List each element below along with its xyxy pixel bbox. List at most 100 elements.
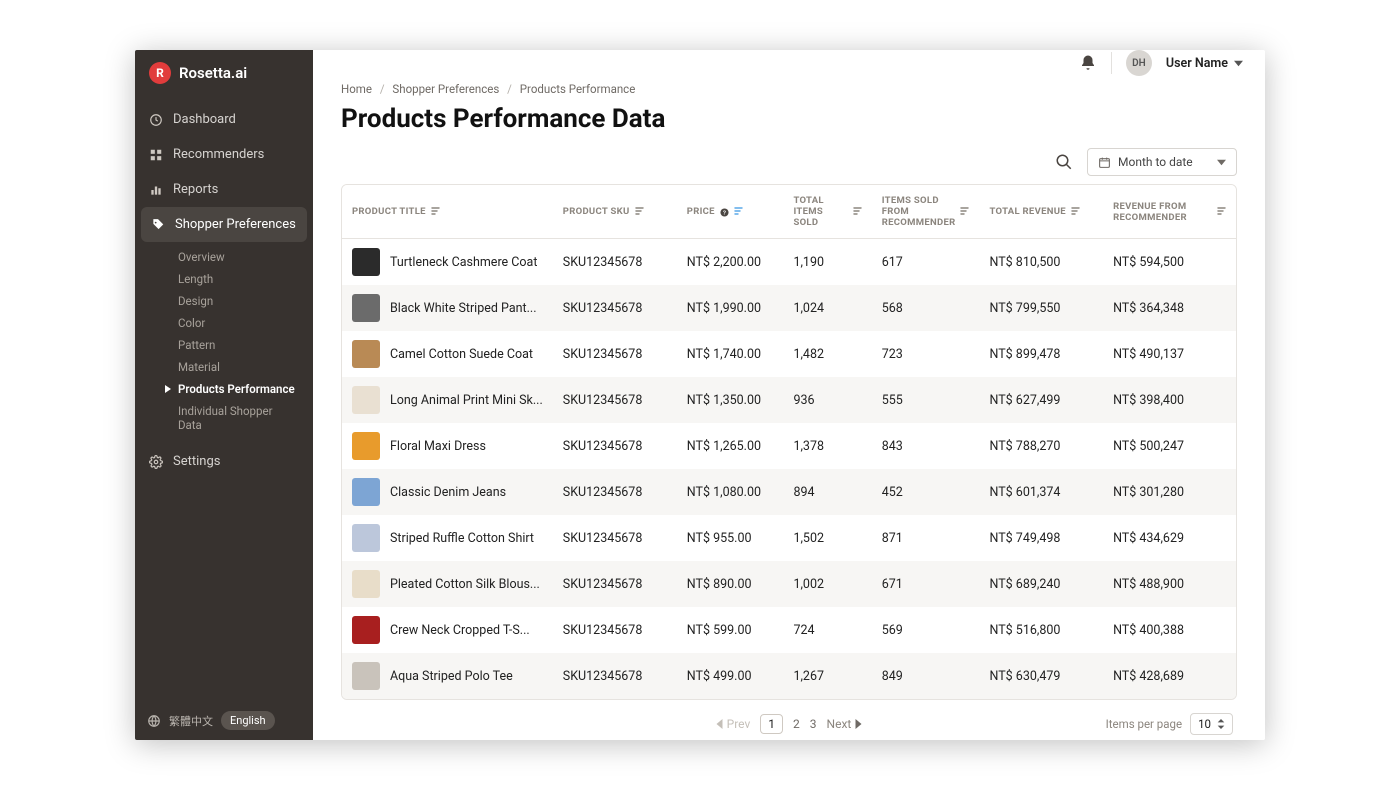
product-thumbnail	[352, 294, 380, 322]
column-header[interactable]: TOTAL ITEMS SOLD	[783, 185, 871, 239]
bell-icon[interactable]	[1079, 54, 1097, 72]
prev-button[interactable]: Prev	[716, 717, 751, 731]
table-row[interactable]: Crew Neck Cropped T-S...SKU12345678NT$ 5…	[342, 607, 1236, 653]
items-sold-recommender: 843	[872, 423, 980, 469]
brand[interactable]: R Rosetta.ai	[135, 50, 313, 96]
product-price: NT$ 1,740.00	[677, 331, 784, 377]
total-items-sold: 894	[783, 469, 871, 515]
product-price: NT$ 890.00	[677, 561, 784, 607]
items-per-page: Items per page 10	[1106, 713, 1233, 735]
crumb-sep: /	[507, 82, 512, 96]
product-title: Black White Striped Pant...	[390, 301, 537, 316]
table-row[interactable]: Classic Denim JeansSKU12345678NT$ 1,080.…	[342, 469, 1236, 515]
date-range-select[interactable]: Month to date	[1087, 148, 1237, 176]
table-row[interactable]: Camel Cotton Suede CoatSKU12345678NT$ 1,…	[342, 331, 1236, 377]
subnav-item-pattern[interactable]: Pattern	[135, 334, 313, 356]
nav-item-shopper-preferences[interactable]: Shopper Preferences	[141, 207, 307, 242]
brand-name: Rosetta.ai	[179, 64, 247, 82]
search-icon[interactable]	[1055, 153, 1073, 171]
column-header[interactable]: REVENUE FROM RECOMMENDER	[1103, 185, 1236, 239]
table-row[interactable]: Floral Maxi DressSKU12345678NT$ 1,265.00…	[342, 423, 1236, 469]
date-range-label: Month to date	[1118, 155, 1193, 169]
table-row[interactable]: Pleated Cotton Silk Blous...SKU12345678N…	[342, 561, 1236, 607]
product-price: NT$ 955.00	[677, 515, 784, 561]
total-items-sold: 1,002	[783, 561, 871, 607]
crumb-home[interactable]: Home	[341, 82, 372, 96]
total-revenue: NT$ 810,500	[979, 239, 1103, 286]
language-active[interactable]: English	[221, 711, 275, 730]
language-alt[interactable]: 繁體中文	[169, 713, 213, 729]
total-revenue: NT$ 630,479	[979, 653, 1103, 699]
avatar[interactable]: DH	[1126, 50, 1152, 76]
product-thumbnail	[352, 386, 380, 414]
subnav-label: Products Performance	[178, 382, 295, 396]
product-sku: SKU12345678	[553, 377, 677, 423]
product-title: Crew Neck Cropped T-S...	[390, 623, 530, 638]
sort-icon	[635, 207, 644, 216]
nav-item-reports[interactable]: Reports	[135, 172, 313, 207]
total-revenue: NT$ 749,498	[979, 515, 1103, 561]
help-icon: ?	[720, 207, 729, 216]
crumb-shopper-preferences[interactable]: Shopper Preferences	[392, 82, 499, 96]
table-row[interactable]: Aqua Striped Polo TeeSKU12345678NT$ 499.…	[342, 653, 1236, 699]
page-1[interactable]: 1	[760, 714, 783, 734]
product-price: NT$ 1,990.00	[677, 285, 784, 331]
user-menu[interactable]: User Name	[1166, 56, 1243, 71]
nav-item-dashboard[interactable]: Dashboard	[135, 102, 313, 137]
items-sold-recommender: 671	[872, 561, 980, 607]
prev-label: Prev	[727, 717, 751, 731]
table-row[interactable]: Striped Ruffle Cotton ShirtSKU12345678NT…	[342, 515, 1236, 561]
product-sku: SKU12345678	[553, 653, 677, 699]
page-3[interactable]: 3	[810, 717, 817, 731]
grid-icon	[149, 148, 163, 162]
subnav-label: Color	[178, 316, 205, 330]
sidebar: R Rosetta.ai Dashboard Recommenders	[135, 50, 313, 740]
total-items-sold: 724	[783, 607, 871, 653]
subnav-item-products-performance[interactable]: Products Performance	[135, 378, 313, 400]
items-per-page-select[interactable]: 10	[1190, 713, 1233, 735]
subnav-item-length[interactable]: Length	[135, 268, 313, 290]
product-thumbnail	[352, 524, 380, 552]
product-title: Long Animal Print Mini Sk...	[390, 393, 543, 408]
sort-icon	[1217, 207, 1226, 216]
total-revenue: NT$ 689,240	[979, 561, 1103, 607]
product-price: NT$ 499.00	[677, 653, 784, 699]
items-per-page-label: Items per page	[1106, 717, 1182, 731]
column-header[interactable]: TOTAL REVENUE	[979, 185, 1103, 239]
subnav-item-material[interactable]: Material	[135, 356, 313, 378]
column-header[interactable]: ITEMS SOLD FROM RECOMMENDER	[872, 185, 980, 239]
revenue-recommender: NT$ 594,500	[1103, 239, 1236, 286]
sort-icon	[1071, 207, 1080, 216]
table-row[interactable]: Long Animal Print Mini Sk...SKU12345678N…	[342, 377, 1236, 423]
caret-right-icon	[165, 385, 173, 393]
total-items-sold: 1,378	[783, 423, 871, 469]
nav-item-recommenders[interactable]: Recommenders	[135, 137, 313, 172]
subnav-item-design[interactable]: Design	[135, 290, 313, 312]
table-row[interactable]: Black White Striped Pant...SKU12345678NT…	[342, 285, 1236, 331]
total-items-sold: 1,502	[783, 515, 871, 561]
topbar: DH User Name	[313, 50, 1265, 76]
globe-icon	[147, 714, 161, 728]
calendar-icon	[1098, 156, 1111, 169]
total-revenue: NT$ 899,478	[979, 331, 1103, 377]
nav-item-settings[interactable]: Settings	[135, 444, 313, 479]
column-header[interactable]: PRODUCT SKU	[553, 185, 677, 239]
product-title: Classic Denim Jeans	[390, 485, 506, 500]
column-header[interactable]: PRICE?	[677, 185, 784, 239]
page-title: Products Performance Data	[341, 104, 1237, 134]
username-label: User Name	[1166, 56, 1228, 71]
subnav-item-color[interactable]: Color	[135, 312, 313, 334]
subnav-item-overview[interactable]: Overview	[135, 246, 313, 268]
product-thumbnail	[352, 248, 380, 276]
table-row[interactable]: Turtleneck Cashmere CoatSKU12345678NT$ 2…	[342, 239, 1236, 286]
total-items-sold: 1,482	[783, 331, 871, 377]
subnav-label: Individual Shopper Data	[178, 404, 299, 432]
nav-label: Reports	[173, 182, 218, 197]
column-header[interactable]: PRODUCT TITLE	[342, 185, 553, 239]
page-2[interactable]: 2	[793, 717, 800, 731]
next-button[interactable]: Next	[827, 717, 863, 731]
chevron-down-icon	[1234, 59, 1243, 68]
content: Home / Shopper Preferences / Products Pe…	[313, 76, 1265, 740]
subnav-item-individual-shopper-data[interactable]: Individual Shopper Data	[135, 400, 313, 436]
items-per-page-value: 10	[1198, 717, 1211, 731]
